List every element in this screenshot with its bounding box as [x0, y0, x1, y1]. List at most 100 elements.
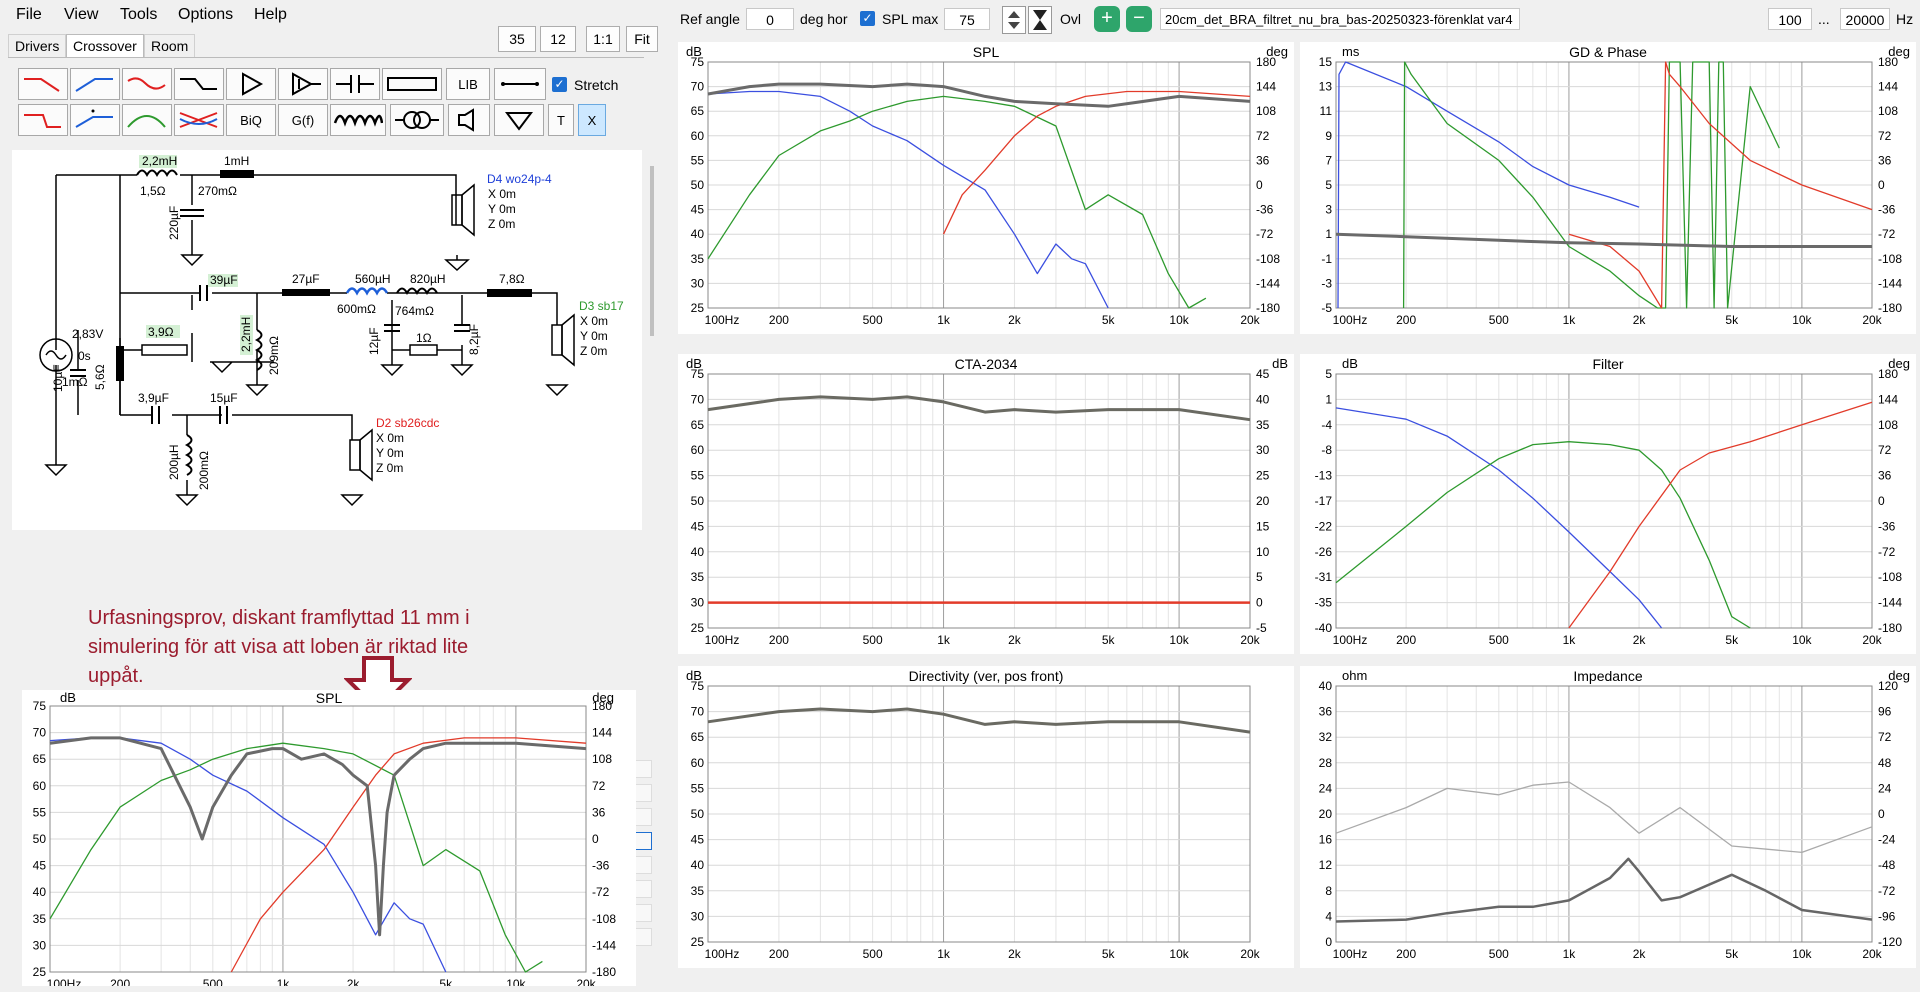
- inductor-button[interactable]: [330, 104, 386, 136]
- tab-room[interactable]: Room: [144, 34, 196, 57]
- menu-tools[interactable]: Tools: [120, 6, 158, 23]
- y-tick-label: 25: [691, 935, 705, 949]
- tab-drivers[interactable]: Drivers: [8, 34, 67, 57]
- filter-chart-y2label: deg: [1888, 356, 1910, 371]
- notch-button[interactable]: [174, 104, 224, 136]
- impedance-chart-panel[interactable]: Impedance ohm deg 0 -120 4 -96 8 -72 12 -48 16 -2…: [1300, 666, 1916, 968]
- strip-item[interactable]: [634, 904, 652, 922]
- biq-button[interactable]: BiQ: [226, 104, 276, 136]
- lowpass-2-button[interactable]: [18, 104, 68, 136]
- label-l3: 2,2mH: [239, 317, 253, 352]
- schematic-spl-chart-panel[interactable]: SPL dB deg 25 -180 30 -144 35 -108 40 -72 45 -36 5…: [22, 690, 636, 991]
- spl-max-spinner[interactable]: [1002, 6, 1026, 34]
- schematic-canvas[interactable]: 2,2mH 1,5Ω 1mH 270mΩ 220µF 2,83V 0s 1mΩ …: [12, 150, 642, 530]
- y2-tick-label: 5: [1256, 570, 1263, 584]
- strip-item[interactable]: [634, 928, 652, 946]
- stretch-checkbox[interactable]: ✓: [552, 77, 567, 92]
- x-tick-label: 2k: [1633, 633, 1647, 647]
- strip-item[interactable]: [634, 880, 652, 898]
- x-tick-label: 100Hz: [705, 947, 740, 961]
- hourglass-button[interactable]: [1028, 6, 1052, 34]
- spl-chart-panel[interactable]: SPL dB deg 25 -180 30 -144 35 -108 40 -72 45 -36 5…: [678, 42, 1294, 334]
- strip-item-selected[interactable]: [634, 832, 652, 850]
- x-tick-label: 5k: [1102, 633, 1116, 647]
- x-tick-label: 500: [863, 947, 883, 961]
- add-overlay-button[interactable]: +: [1094, 6, 1120, 32]
- buffer-button[interactable]: [278, 68, 328, 100]
- y2-tick-label: 48: [1878, 756, 1892, 770]
- label-c5: 8,2µF: [467, 324, 481, 355]
- highpass-2-button[interactable]: [70, 104, 120, 136]
- directivity-chart-title: Directivity (ver, pos front): [908, 668, 1064, 684]
- menu-options[interactable]: Options: [178, 6, 234, 23]
- speaker-button[interactable]: [448, 104, 490, 136]
- y2-tick-label: 180: [592, 699, 612, 713]
- menu-file[interactable]: File: [16, 6, 42, 23]
- shelf-button[interactable]: [174, 68, 224, 100]
- lowpass-1-button[interactable]: [18, 68, 68, 100]
- menu-view[interactable]: View: [64, 6, 99, 23]
- spl-max-input[interactable]: 75: [944, 8, 990, 30]
- x-tick-label: 10k: [506, 977, 526, 986]
- directivity-chart-panel[interactable]: Directivity (ver, pos front) dB 25 30 35 40…: [678, 666, 1294, 968]
- y-tick-label: 7: [1325, 153, 1332, 167]
- filter-chart-panel[interactable]: Filter dB deg -40 -180 -35 -144 -31 -108 -26 -7…: [1300, 354, 1916, 654]
- cta-chart-panel[interactable]: CTA-2034 dB dB 25 -5 30 0 35 5 40 10 45 15 50 20 55 2…: [678, 354, 1294, 654]
- spl-chart-y2label: deg: [1266, 44, 1288, 59]
- freq-min-input[interactable]: 100: [1768, 8, 1812, 30]
- bandpass-2-button[interactable]: [122, 104, 172, 136]
- zoom-fit-button[interactable]: Fit: [626, 26, 658, 52]
- transformer-button[interactable]: [390, 104, 444, 136]
- strip-item[interactable]: [634, 856, 652, 874]
- hourglass-icon: [1033, 10, 1047, 30]
- strip-item[interactable]: [634, 808, 652, 826]
- highpass-1-button[interactable]: [70, 68, 120, 100]
- bandpass-1-button[interactable]: [122, 68, 172, 100]
- top-toolbar: Ref angle 0 deg hor ✓ SPL max 75 Ovl + −…: [676, 0, 1920, 38]
- gd-chart-ylabel: ms: [1342, 44, 1360, 59]
- hz-label: Hz: [1896, 11, 1914, 27]
- strip-item[interactable]: [634, 784, 652, 802]
- freq-range-ellipsis: ...: [1818, 11, 1830, 27]
- label-source-r: 1mΩ: [62, 375, 88, 389]
- y2-tick-label: -36: [1878, 203, 1896, 217]
- lib-button[interactable]: LIB: [446, 68, 490, 100]
- y-tick-label: 65: [691, 730, 705, 744]
- y2-tick-label: -72: [1878, 545, 1896, 559]
- schematic-scrollbar[interactable]: [650, 166, 654, 336]
- gf-button[interactable]: G(f): [278, 104, 328, 136]
- filename-field[interactable]: 20cm_det_BRA_filtret_nu_bra_bas-20250323…: [1160, 8, 1520, 30]
- ground-button[interactable]: [494, 104, 544, 136]
- menu-help[interactable]: Help: [254, 6, 287, 23]
- strip-item[interactable]: [634, 760, 652, 778]
- ref-angle-input[interactable]: 0: [746, 8, 794, 30]
- y2-tick-label: 36: [1878, 153, 1892, 167]
- remove-overlay-button[interactable]: −: [1126, 6, 1152, 32]
- menu-bar: File View Tools Options Help: [0, 0, 490, 30]
- zoom-1to1-button[interactable]: 1:1: [586, 26, 620, 52]
- speaker-icon: [458, 108, 474, 132]
- y-tick-label: 35: [691, 570, 705, 584]
- tab-crossover[interactable]: Crossover: [66, 34, 144, 57]
- wire-button[interactable]: [494, 68, 546, 100]
- gd-chart-panel[interactable]: GD & Phase ms deg -5 -180 -3 -144 -1 -108 1 -72…: [1300, 42, 1916, 334]
- label-c8: 15µF: [210, 391, 238, 405]
- zoom-35-button[interactable]: 35: [498, 26, 536, 52]
- capacitor-button[interactable]: [330, 68, 380, 100]
- gd-chart-title: GD & Phase: [1569, 44, 1647, 60]
- t-button[interactable]: T: [548, 104, 574, 136]
- zoom-12-button[interactable]: 12: [540, 26, 576, 52]
- label-l2: 1mH: [224, 154, 249, 168]
- spl-max-checkbox[interactable]: ✓: [860, 11, 875, 26]
- freq-max-input[interactable]: 20000: [1840, 8, 1890, 30]
- label-c1-r: 270mΩ: [198, 184, 237, 198]
- series-tweeter: [1568, 401, 1873, 629]
- y-tick-label: 75: [33, 699, 47, 713]
- x-button[interactable]: X: [578, 104, 606, 136]
- cta-chart-title: CTA-2034: [954, 356, 1018, 372]
- resistor-button[interactable]: [382, 68, 442, 100]
- y2-tick-label: 108: [1256, 104, 1276, 118]
- amplifier-icon: [242, 72, 264, 96]
- y-tick-label: 3: [1325, 203, 1332, 217]
- amplifier-button[interactable]: [226, 68, 276, 100]
